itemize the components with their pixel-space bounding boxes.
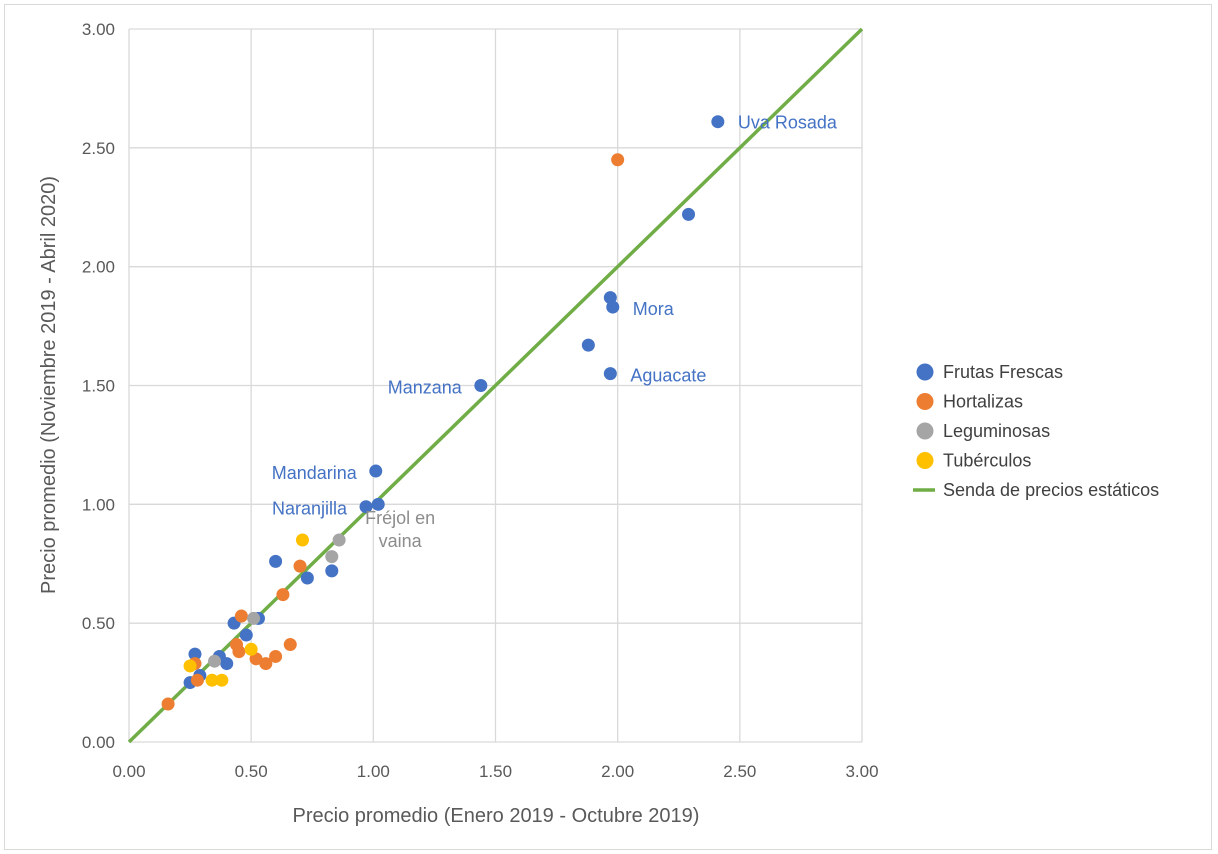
point-hortalizas <box>161 697 175 711</box>
y-tick-label: 1.00 <box>82 495 115 514</box>
point-frutas-frescas <box>606 300 620 314</box>
point-tuberculos <box>183 659 197 673</box>
legend-label: Tubérculos <box>943 451 1031 471</box>
point-annotation: Mora <box>633 299 675 319</box>
y-tick-labels: 0.00 0.50 1.00 1.50 2.00 2.50 3.00 <box>82 20 115 752</box>
point-frutas-frescas <box>359 500 373 514</box>
point-frutas-frescas <box>474 379 488 392</box>
point-frutas-frescas <box>300 571 314 585</box>
point-frutas-frescas <box>239 628 253 642</box>
legend-label: Hortalizas <box>943 392 1023 412</box>
legend-marker <box>916 363 934 381</box>
point-annotation: vaina <box>379 531 423 551</box>
y-tick-label: 1.50 <box>82 377 115 396</box>
x-tick-label: 2.00 <box>601 762 634 781</box>
point-frutas-frescas <box>682 207 696 221</box>
annotations: Uva Rosada Mora Aguacate Manzana Mandarina Na… <box>272 113 838 551</box>
y-tick-label: 0.00 <box>82 733 115 752</box>
point-frutas-frescas <box>369 464 383 478</box>
point-hortalizas <box>283 638 297 652</box>
y-tick-label: 0.50 <box>82 614 115 633</box>
point-hortalizas <box>234 609 248 623</box>
point-leguminosas <box>332 533 346 547</box>
point-frutas-frescas <box>711 115 725 129</box>
x-tick-labels: 0.00 0.50 1.00 1.50 2.00 2.50 3.00 <box>112 762 878 781</box>
point-hortalizas <box>259 657 273 671</box>
x-tick-label: 3.00 <box>845 762 878 781</box>
point-frutas-frescas <box>188 647 202 661</box>
point-hortalizas <box>190 673 204 687</box>
legend-label: Senda de precios estáticos <box>943 480 1159 500</box>
x-tick-label: 2.50 <box>723 762 756 781</box>
y-tick-label: 2.00 <box>82 258 115 277</box>
legend-marker <box>916 393 934 410</box>
point-frutas-frescas <box>581 338 595 352</box>
point-hortalizas <box>276 588 290 602</box>
point-annotation: Mandarina <box>272 463 358 483</box>
point-leguminosas <box>247 611 261 625</box>
point-frutas-frescas <box>325 564 339 578</box>
point-frutas-frescas <box>269 554 283 568</box>
x-tick-label: 1.00 <box>357 762 390 781</box>
point-hortalizas <box>269 649 283 663</box>
point-annotation: Naranjilla <box>272 499 348 519</box>
legend-marker <box>916 452 934 469</box>
point-tuberculos <box>205 673 219 687</box>
y-tick-label: 3.00 <box>82 20 115 39</box>
point-annotation: Fréjol en <box>365 508 435 528</box>
x-tick-label: 0.50 <box>235 762 268 781</box>
chart-frame <box>4 4 1212 850</box>
point-leguminosas <box>325 550 339 564</box>
point-frutas-frescas <box>603 367 617 381</box>
point-tuberculos <box>215 673 229 687</box>
y-axis-title: Precio promedio (Noviembre 2019 - Abril … <box>38 176 60 594</box>
legend: Frutas Frescas Hortalizas Leguminosas Tubér… <box>913 362 1159 500</box>
x-axis-title: Precio promedio (Enero 2019 - Octubre 20… <box>293 805 700 827</box>
point-hortalizas <box>611 153 625 167</box>
y-tick-label: 2.50 <box>82 139 115 158</box>
point-annotation: Manzana <box>388 378 463 398</box>
point-tuberculos <box>244 642 258 656</box>
point-tuberculos <box>295 533 309 547</box>
point-annotation: Aguacate <box>630 366 706 386</box>
legend-label: Leguminosas <box>943 421 1050 441</box>
legend-marker <box>916 422 934 440</box>
point-frutas-frescas <box>371 497 385 511</box>
point-hortalizas <box>230 638 244 652</box>
point-leguminosas <box>208 654 222 668</box>
legend-label: Frutas Frescas <box>943 362 1063 382</box>
data-points <box>161 115 725 711</box>
x-tick-label: 0.00 <box>112 762 145 781</box>
point-hortalizas <box>293 559 307 573</box>
point-annotation: Uva Rosada <box>738 113 838 133</box>
x-tick-label: 1.50 <box>479 762 512 781</box>
